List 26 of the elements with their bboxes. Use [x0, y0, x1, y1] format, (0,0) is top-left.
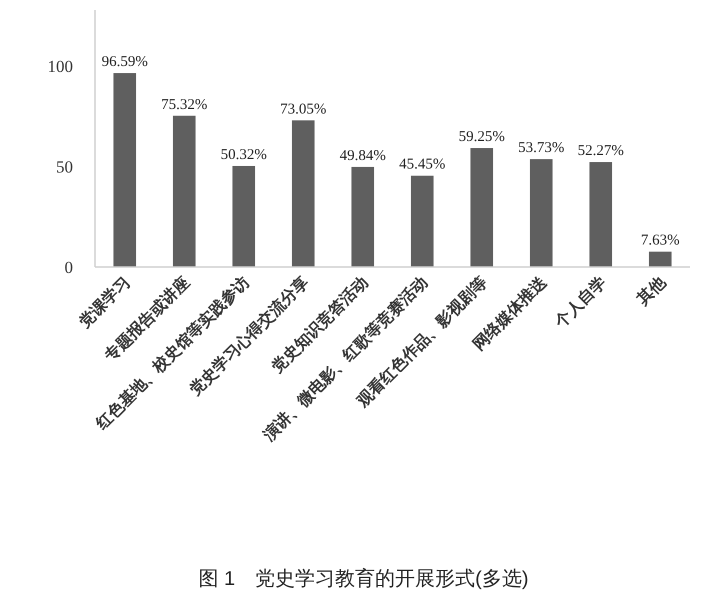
data-label: 73.05%	[280, 101, 326, 118]
y-tick-label: 50	[56, 158, 73, 177]
bar	[232, 166, 256, 267]
bar	[648, 252, 672, 267]
data-label: 49.84%	[340, 148, 386, 164]
data-label: 53.73%	[518, 140, 564, 156]
bar	[351, 166, 374, 267]
data-label: 45.45%	[399, 156, 446, 173]
bar	[172, 116, 196, 267]
bar	[470, 148, 494, 267]
bar	[113, 73, 136, 267]
text: 图 1 党史学习教育的开展形式(多选)	[198, 567, 528, 590]
data-label: 75.32%	[161, 96, 208, 113]
bar	[410, 176, 434, 267]
bar	[589, 162, 612, 267]
bar	[530, 159, 553, 267]
x-tick-label: 其他	[633, 272, 670, 310]
y-tick-label: 100	[48, 57, 73, 76]
bar	[292, 120, 315, 267]
data-label: 50.32%	[220, 146, 267, 163]
data-label: 7.63%	[640, 232, 680, 249]
y-tick-label: 0	[64, 258, 73, 277]
data-label: 52.27%	[578, 143, 624, 160]
x-tick-label: 个人自学	[550, 273, 610, 332]
data-label: 59.25%	[458, 129, 505, 146]
data-label: 96.59%	[102, 54, 148, 70]
